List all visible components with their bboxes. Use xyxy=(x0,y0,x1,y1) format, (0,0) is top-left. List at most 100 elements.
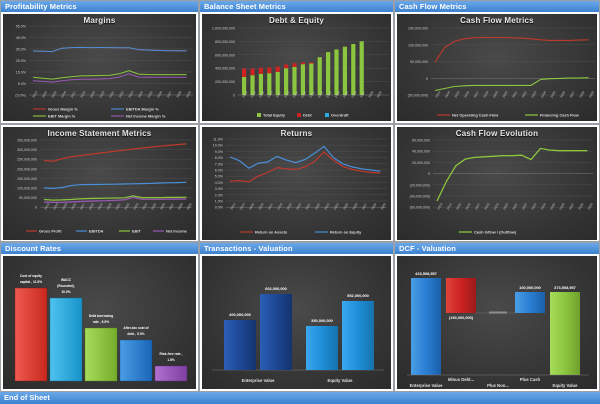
svg-text:2018: 2018 xyxy=(79,90,86,98)
svg-text:2022: 2022 xyxy=(521,202,528,210)
svg-text:2014: 2014 xyxy=(52,202,59,210)
chart-transactions-valuation[interactable]: 400,000,000 602,000,000 350,000,000 552,… xyxy=(202,256,391,389)
svg-text:Enterprise Value: Enterprise Value xyxy=(410,383,443,388)
svg-text:2013: 2013 xyxy=(241,90,248,98)
chart-cash-flow-evolution-svg: 60,000,000 40,000,000 20,000,000 0 (20,0… xyxy=(410,139,594,235)
chart-returns[interactable]: Returns xyxy=(202,127,391,240)
y-gridlines-returns xyxy=(226,138,387,208)
svg-text:1.8%: 1.8% xyxy=(167,358,175,362)
svg-text:Gross Profit: Gross Profit xyxy=(39,229,62,234)
panel-dcf-valuation: DCF - Valuation xyxy=(394,242,600,392)
svg-text:2023: 2023 xyxy=(132,202,139,210)
svg-text:2015: 2015 xyxy=(51,90,58,98)
svg-text:2025: 2025 xyxy=(342,90,349,98)
svg-text:2029: 2029 xyxy=(185,90,192,98)
bars-dcf-waterfall xyxy=(411,278,580,375)
svg-text:2026: 2026 xyxy=(159,202,166,210)
x-ticklabels-cfe: 2013 2014 2015 2016 2017 2018 2019 2020 … xyxy=(436,202,593,210)
chart-income-statement[interactable]: Income Statement Metrics 350,000,000 xyxy=(3,127,196,240)
svg-text:Net Income: Net Income xyxy=(166,229,188,234)
x-ticklabels-returns: 2013 2014 2015 2016 2017 2018 2019 2020 … xyxy=(229,202,386,210)
svg-text:2016: 2016 xyxy=(465,202,472,210)
svg-text:2017: 2017 xyxy=(267,202,274,210)
svg-text:Debt borrowing: Debt borrowing xyxy=(89,314,113,318)
svg-text:2016: 2016 xyxy=(463,90,470,98)
svg-text:Return on Equity: Return on Equity xyxy=(330,230,362,235)
svg-text:200,000,000: 200,000,000 xyxy=(17,167,37,171)
end-of-sheet-bar: End of Sheet xyxy=(0,392,600,404)
svg-text:350,000,000: 350,000,000 xyxy=(311,318,333,323)
bar-group xyxy=(334,49,339,95)
svg-text:2024: 2024 xyxy=(137,90,144,98)
svg-text:2020: 2020 xyxy=(502,202,509,210)
legend-returns: Return on Assets Return on Equity xyxy=(240,230,362,235)
svg-text:2016: 2016 xyxy=(267,90,274,98)
data-labels-discount-rates: Cost of equity capital , 11.5% WACC (Rou… xyxy=(20,274,183,362)
series-net-operating-cash-flow xyxy=(434,36,589,63)
svg-text:2028: 2028 xyxy=(578,90,585,98)
svg-text:2023: 2023 xyxy=(530,90,537,98)
svg-text:2013: 2013 xyxy=(43,202,50,210)
svg-text:Cost of equity: Cost of equity xyxy=(20,274,42,278)
y-ticklabels-margins: 55.0% 45.0% 35.0% 25.0% 15.0% 5.0% (5.0%… xyxy=(15,25,26,98)
chart-margins[interactable]: Margins 55.0% 45.0% 35.0% xyxy=(3,14,196,121)
svg-text:2022: 2022 xyxy=(521,90,528,98)
bar-plus-cash xyxy=(515,292,545,313)
svg-text:200,000,000: 200,000,000 xyxy=(215,80,235,84)
svg-text:2017: 2017 xyxy=(70,90,77,98)
bar-group xyxy=(292,63,297,95)
svg-text:250,000,000: 250,000,000 xyxy=(17,158,37,162)
y-ticklabels-cfm: 150,000,000 100,000,000 50,000,000 0 (50… xyxy=(408,27,428,98)
svg-text:25.0%: 25.0% xyxy=(16,59,27,63)
svg-text:2023: 2023 xyxy=(323,202,330,210)
chart-discount-rates[interactable]: Cost of equity capital , 11.5% WACC (Rou… xyxy=(3,256,196,389)
svg-text:Equity Value: Equity Value xyxy=(328,378,354,383)
svg-text:2017: 2017 xyxy=(474,202,481,210)
svg-text:EBITDA Margin %: EBITDA Margin % xyxy=(126,107,159,112)
svg-text:2019: 2019 xyxy=(493,202,500,210)
chart-dcf-valuation[interactable]: 423,508,957 (150,000,000) 100,000,000 37… xyxy=(397,256,597,389)
svg-text:2.0%: 2.0% xyxy=(215,193,224,197)
svg-text:rate , 6.5%: rate , 6.5% xyxy=(93,320,109,324)
svg-text:EBIT: EBIT xyxy=(132,229,141,234)
x-ticklabels-is: 2013 2014 2015 2016 2017 2018 2019 2020 … xyxy=(43,202,192,210)
chart-cash-flow-metrics[interactable]: Cash Flow Metrics 150,000,000 100,000,00… xyxy=(397,14,597,121)
svg-text:5.0%: 5.0% xyxy=(215,175,224,179)
svg-text:2015: 2015 xyxy=(455,202,462,210)
panel-title-dcf: DCF - Valuation xyxy=(395,243,599,254)
panel-balance-sheet-metrics: Balance Sheet Metrics Debt & Equity 1,00… xyxy=(199,0,394,124)
y-ticklabels-is: 350,000,000 300,000,000 250,000,000 200,… xyxy=(17,139,37,210)
svg-text:2029: 2029 xyxy=(186,202,193,210)
svg-text:55.0%: 55.0% xyxy=(16,25,27,29)
y-ticklabels-returns: 11.0% 10.0% 9.0% 8.0% 7.0% 6.0% 5.0% 4.0… xyxy=(213,138,224,210)
chart-transactions-svg: 400,000,000 602,000,000 350,000,000 552,… xyxy=(212,286,384,383)
svg-text:2022: 2022 xyxy=(124,202,131,210)
bar-equity-value xyxy=(550,292,580,375)
svg-text:2027: 2027 xyxy=(568,202,575,210)
svg-text:2024: 2024 xyxy=(141,202,148,210)
svg-text:2015: 2015 xyxy=(248,202,255,210)
bar-group xyxy=(351,44,356,95)
svg-text:2029: 2029 xyxy=(587,202,594,210)
svg-text:7.0%: 7.0% xyxy=(215,162,224,166)
svg-text:100,000,000: 100,000,000 xyxy=(519,285,541,290)
svg-text:2019: 2019 xyxy=(286,202,293,210)
series-return-on-assets xyxy=(229,151,381,183)
svg-text:2014: 2014 xyxy=(41,90,48,98)
svg-text:2020: 2020 xyxy=(106,202,113,210)
x-ticklabels-margins: 2013 2014 2015 2016 2017 2018 2019 2020 … xyxy=(31,90,192,98)
svg-text:(5.0%): (5.0%) xyxy=(15,94,26,98)
svg-text:2020: 2020 xyxy=(502,90,509,98)
chart-debt-equity[interactable]: Debt & Equity 1,000,000,000 800,000,000 … xyxy=(202,14,391,121)
chart-cash-flow-evolution[interactable]: Cash Flow Evolution 60,000,000 40,000,00… xyxy=(397,127,597,240)
svg-text:20,000,000: 20,000,000 xyxy=(412,161,430,165)
svg-text:2016: 2016 xyxy=(60,90,67,98)
svg-text:0: 0 xyxy=(426,77,428,81)
bar-group xyxy=(300,62,305,95)
svg-text:60,000,000: 60,000,000 xyxy=(412,139,430,143)
svg-text:2029: 2029 xyxy=(376,90,383,98)
svg-text:2022: 2022 xyxy=(118,90,125,98)
panel-title-transactions: Transactions - Valuation xyxy=(200,243,393,254)
svg-text:3.0%: 3.0% xyxy=(215,187,224,191)
bar-group xyxy=(284,64,289,95)
